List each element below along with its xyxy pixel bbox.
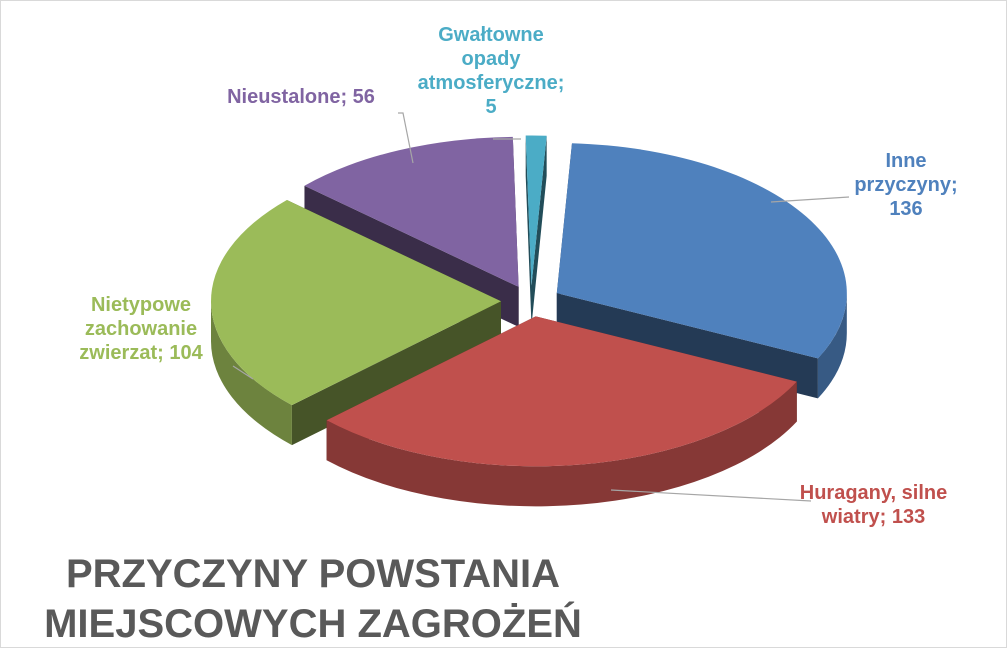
slice [525,135,547,286]
chart-title: PRZYCZYNY POWSTANIA MIEJSCOWYCH ZAGROŻEŃ [44,552,582,646]
leader-line [610,489,812,502]
slice-side [525,135,532,326]
slice-wall [326,381,797,507]
data-label: Nieustalone; 56 [227,86,375,108]
slice [211,200,502,406]
slice [556,143,847,359]
leader-line [398,112,414,164]
data-label: Gwałtowne opady atmosferyczne; 5 [417,24,565,118]
slice-wall [211,301,292,446]
leader-line [770,196,850,203]
slice-side [531,135,547,326]
slice-wall [817,293,847,399]
slice [326,316,797,467]
data-label: Inne przyczyny; 136 [854,150,958,220]
slice-side [291,301,502,446]
data-label: Nietypowe zachowanie zwierzat; 104 [79,294,203,364]
data-label: Huragany, silne wiatry; 133 [799,482,948,528]
leader-line [232,365,254,380]
slice [304,136,519,287]
